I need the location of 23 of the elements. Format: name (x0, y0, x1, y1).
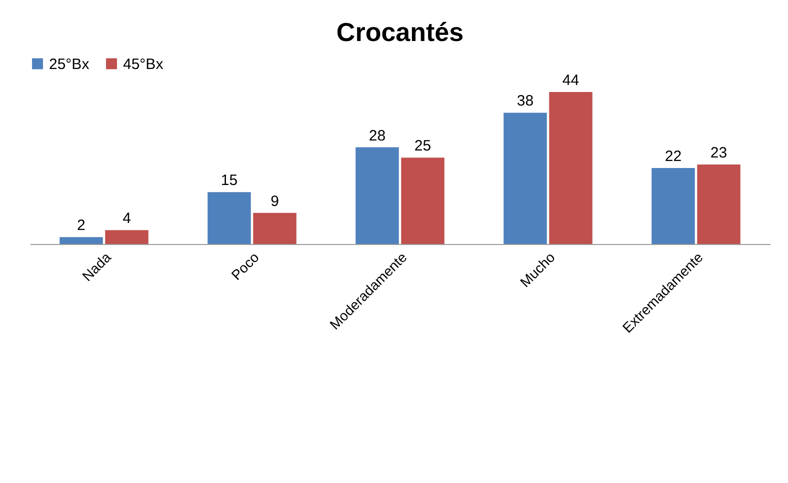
data-label: 25 (414, 138, 432, 155)
data-label: 2 (77, 217, 86, 234)
data-label: 15 (220, 172, 238, 190)
bar (401, 158, 444, 244)
bar (253, 212, 296, 244)
legend-label: 25°Bx (49, 56, 90, 73)
data-label: 23 (710, 144, 728, 162)
bar (549, 92, 592, 244)
data-label: 38 (516, 92, 534, 110)
bar (697, 164, 740, 244)
data-label: 28 (368, 127, 386, 144)
bar (208, 192, 251, 244)
data-label: 4 (122, 210, 131, 228)
data-label: 44 (562, 72, 580, 89)
bar (652, 168, 695, 244)
data-label: 22 (664, 148, 682, 165)
chart-title: Crocantés (336, 17, 464, 47)
bar (504, 112, 547, 244)
bar (60, 237, 103, 244)
bar (105, 230, 148, 244)
bar (356, 147, 399, 244)
data-label: 9 (270, 192, 279, 210)
legend-label: 45°Bx (123, 56, 164, 73)
